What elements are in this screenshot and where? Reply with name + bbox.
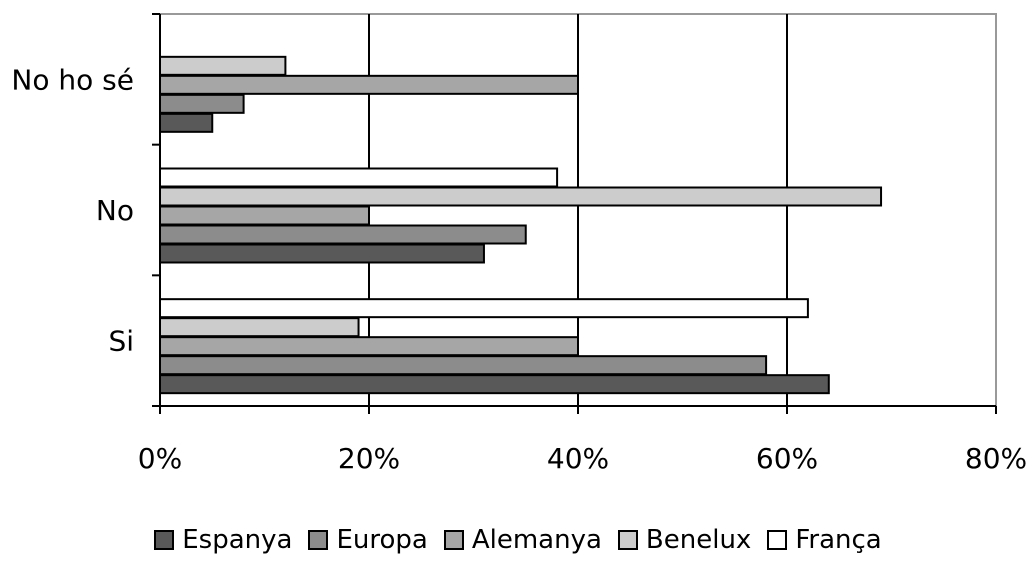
legend-label: Espanya (182, 525, 293, 555)
bar (159, 336, 579, 357)
bar (159, 112, 214, 133)
legend-item: Benelux (617, 525, 752, 555)
x-tick-label: 20% (338, 442, 400, 475)
bar (159, 74, 579, 95)
category-label: Si (108, 325, 134, 358)
bar (159, 298, 809, 319)
legend-label: Alemanya (471, 525, 602, 555)
bar (159, 55, 287, 76)
x-tick-label: 80% (965, 442, 1027, 475)
x-tick-label: 40% (547, 442, 609, 475)
legend-swatch (308, 530, 329, 550)
bar (159, 355, 768, 376)
x-tick-label: 60% (756, 442, 818, 475)
bar (159, 224, 527, 245)
legend-swatch (767, 530, 788, 550)
x-tick-label: 0% (138, 442, 182, 475)
legend-swatch (617, 530, 638, 550)
bar (159, 93, 245, 114)
legend-label: Europa (336, 525, 428, 555)
bar (159, 243, 485, 264)
legend-item: França (767, 525, 882, 555)
bar (159, 205, 370, 226)
legend-label: Benelux (645, 525, 752, 555)
bar (159, 317, 360, 338)
legend-swatch (443, 530, 464, 550)
chart-legend: Espanya Europa Alemanya Benelux França (0, 520, 1036, 560)
legend-swatch (154, 530, 175, 550)
category-label: No ho sé (11, 63, 134, 96)
category-label: No (96, 194, 134, 227)
legend-item: Espanya (154, 525, 292, 555)
legend-label: França (795, 525, 882, 555)
bar (159, 374, 830, 395)
bar (159, 167, 559, 188)
legend-item: Europa (308, 525, 428, 555)
bar (159, 186, 883, 207)
legend-item: Alemanya (443, 525, 602, 555)
